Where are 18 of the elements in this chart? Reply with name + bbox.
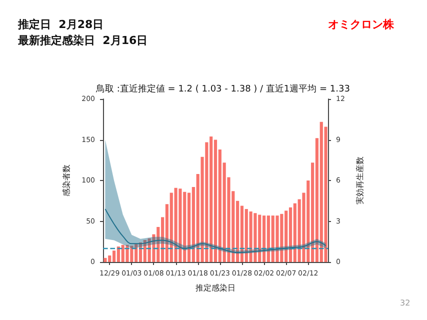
text: 32: [400, 298, 410, 308]
bar: [112, 250, 116, 262]
bar: [178, 188, 182, 262]
bar: [262, 216, 266, 262]
bar: [276, 216, 279, 262]
bar: [214, 140, 218, 262]
text: 最新推定感染日 2月16日: [17, 34, 148, 47]
bar: [288, 207, 292, 262]
bar: [104, 258, 107, 262]
line-series: [104, 208, 326, 253]
y-axis-title: 感染者数: [62, 164, 72, 196]
chart-title: 鳥取 :直近推定値 = 1.2 ( 1.03 - 1.38 ) / 直近1週平均 = 1.33: [95, 84, 350, 94]
bar: [126, 244, 129, 262]
text: 推定日 2月28日: [17, 18, 104, 31]
text: オミクロン株: [328, 18, 395, 31]
bar: [254, 213, 257, 262]
x-axis-title: 推定感染日: [196, 284, 236, 292]
y2-axis-title: 実効再生産数: [355, 156, 364, 204]
